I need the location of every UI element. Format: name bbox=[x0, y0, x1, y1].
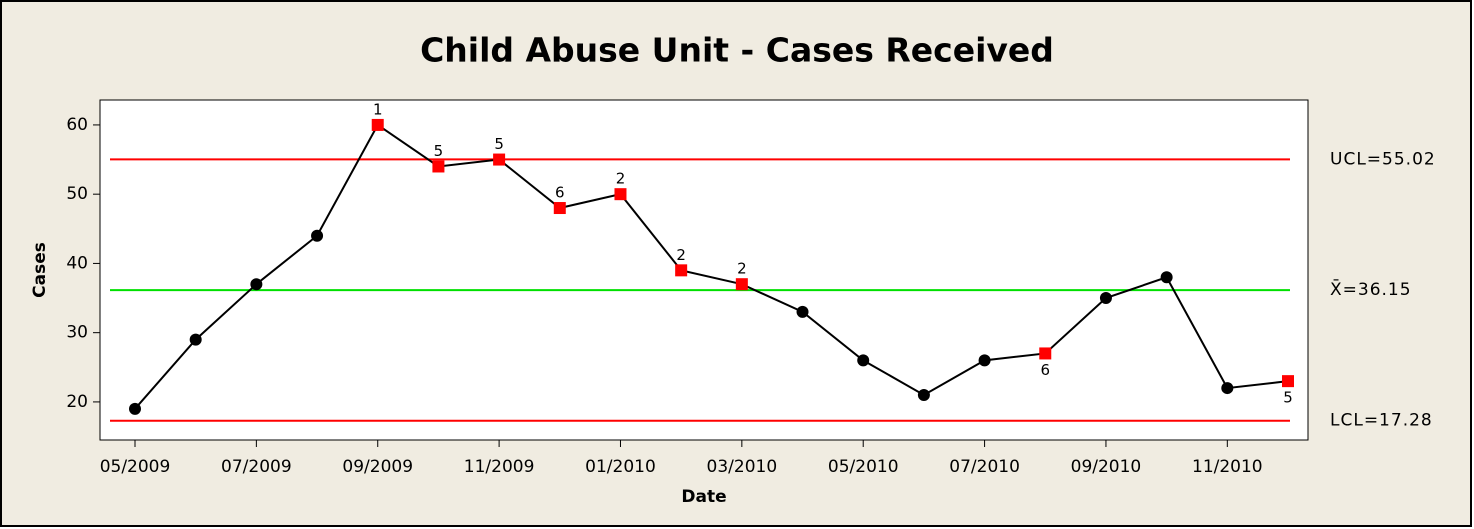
y-tick-label: 40 bbox=[66, 253, 88, 273]
test-label: 2 bbox=[616, 170, 626, 188]
x-tick-label: 05/2010 bbox=[828, 457, 899, 477]
flagged-point bbox=[614, 188, 627, 201]
y-tick-label: 50 bbox=[66, 184, 88, 204]
test-label: 6 bbox=[1040, 361, 1050, 379]
test-label: 5 bbox=[434, 142, 444, 160]
x-tick-label: 11/2009 bbox=[464, 457, 535, 477]
control-line-label: X̄=36.15 bbox=[1330, 278, 1412, 300]
control-line-label: LCL=17.28 bbox=[1330, 411, 1433, 431]
x-tick-label: 01/2010 bbox=[585, 457, 656, 477]
x-tick-label: 05/2009 bbox=[100, 457, 171, 477]
flagged-point bbox=[1282, 375, 1294, 388]
x-tick-label: 09/2010 bbox=[1071, 457, 1142, 477]
point bbox=[857, 354, 870, 367]
test-label: 6 bbox=[555, 184, 565, 202]
x-tick-label: 09/2009 bbox=[342, 457, 413, 477]
test-label: 1 bbox=[373, 100, 383, 118]
x-tick-label: 11/2010 bbox=[1192, 457, 1263, 477]
point bbox=[796, 305, 809, 318]
point bbox=[189, 333, 202, 346]
y-tick-label: 20 bbox=[66, 392, 88, 412]
point bbox=[1221, 382, 1234, 395]
flagged-point bbox=[493, 153, 506, 166]
chart-title: Child Abuse Unit - Cases Received bbox=[420, 31, 1054, 70]
x-axis-label: Date bbox=[681, 487, 726, 507]
flagged-point bbox=[371, 118, 384, 131]
series-line bbox=[134, 123, 1289, 410]
y-tick-label: 60 bbox=[66, 115, 88, 135]
flagged-point bbox=[1039, 347, 1052, 360]
control-line-label: UCL=55.02 bbox=[1330, 149, 1436, 169]
flagged-point bbox=[675, 264, 688, 277]
point bbox=[978, 354, 991, 367]
point bbox=[250, 278, 263, 291]
y-axis-label: Cases bbox=[30, 242, 50, 298]
test-label: 2 bbox=[676, 246, 686, 264]
x-tick-label: 07/2009 bbox=[221, 457, 292, 477]
x-tick-label: 07/2010 bbox=[949, 457, 1020, 477]
point bbox=[1099, 292, 1112, 305]
point bbox=[129, 402, 141, 415]
flagged-point bbox=[735, 278, 748, 291]
y-tick-label: 30 bbox=[66, 323, 88, 343]
point bbox=[311, 229, 324, 242]
flagged-point bbox=[432, 160, 445, 173]
x-tick-label: 03/2010 bbox=[707, 457, 778, 477]
test-label: 5 bbox=[494, 135, 504, 153]
point bbox=[917, 388, 930, 401]
test-label: 5 bbox=[1283, 389, 1293, 407]
flagged-point bbox=[553, 202, 566, 215]
plot-area bbox=[99, 99, 1309, 441]
test-label: 2 bbox=[737, 260, 747, 278]
point bbox=[1160, 271, 1173, 284]
